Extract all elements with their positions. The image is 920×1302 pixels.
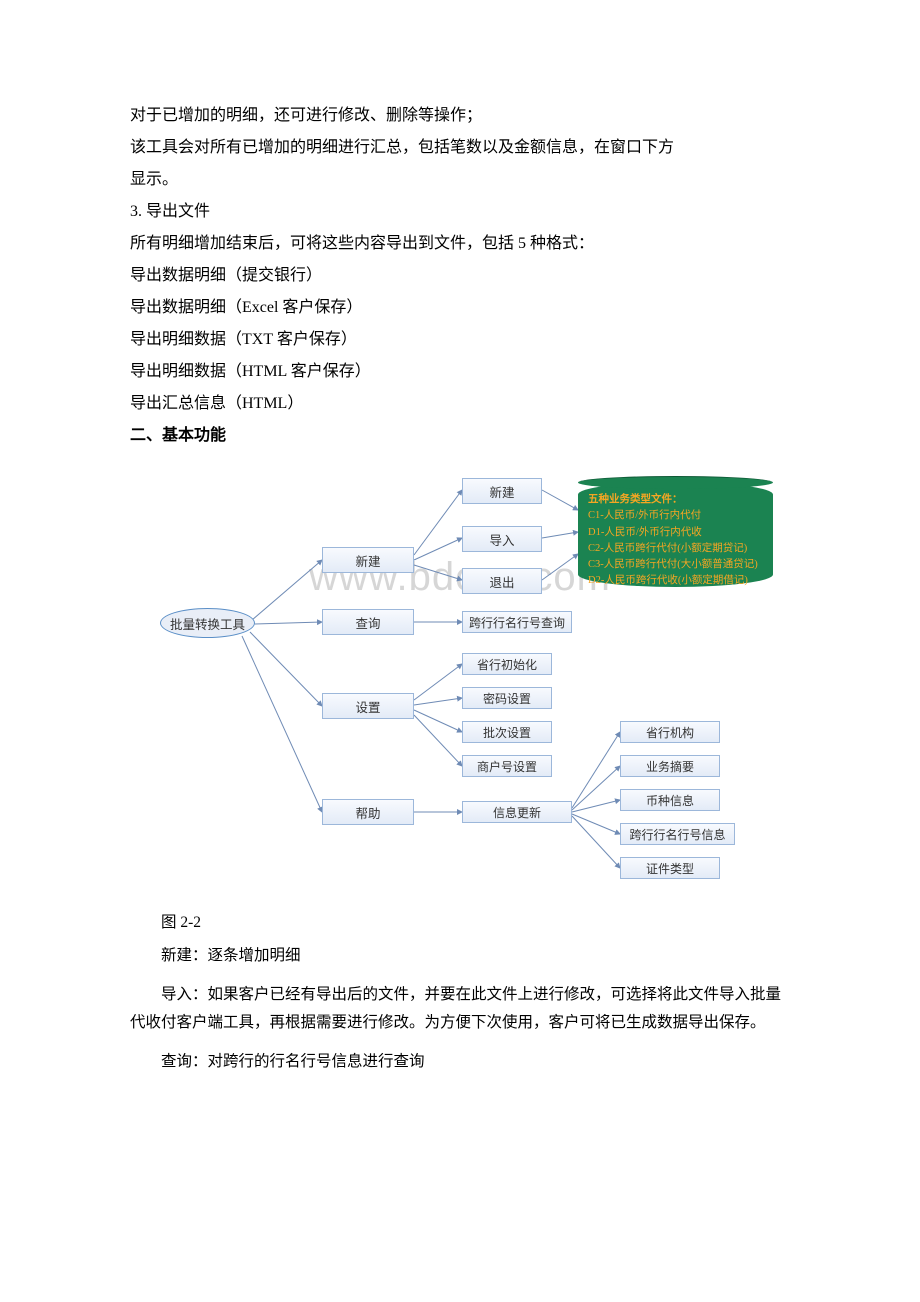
node-xinjian: 新建 — [322, 547, 414, 573]
node-new-tuichu: 退出 — [462, 568, 542, 594]
node-info-a: 省行机构 — [620, 721, 720, 743]
cyl-r2: D1-人民币/外币行内代收 — [588, 525, 763, 541]
figure-label: 图 2-2 — [130, 910, 790, 932]
para-xinjian: 新建：逐条增加明细 — [130, 942, 790, 971]
node-query-khxh: 跨行行名行号查询 — [462, 611, 572, 633]
cyl-r4: C3-人民币跨行代付(大小额普通贷记) — [588, 557, 763, 573]
line-10: 导出汇总信息（HTML） — [130, 388, 790, 420]
node-root: 批量转换工具 — [160, 608, 255, 638]
node-chaxun: 查询 — [322, 609, 414, 635]
cyl-r5: D2-人民币跨行代收(小额定期借记) — [588, 573, 763, 589]
para-chaxun: 查询：对跨行的行名行号信息进行查询 — [130, 1048, 790, 1077]
cylinder-filetypes: 五种业务类型文件： C1-人民币/外币行内代付 D1-人民币/外币行内代收 C2… — [578, 482, 773, 587]
line-3: 显示。 — [130, 164, 790, 196]
cyl-r3: C2-人民币跨行代付(小额定期贷记) — [588, 541, 763, 557]
line-5: 所有明细增加结束后，可将这些内容导出到文件，包括 5 种格式： — [130, 228, 790, 260]
line-6: 导出数据明细（提交银行） — [130, 260, 790, 292]
cyl-r1: C1-人民币/外币行内代付 — [588, 508, 763, 524]
node-set-pwd: 密码设置 — [462, 687, 552, 709]
node-shezhi: 设置 — [322, 693, 414, 719]
line-7: 导出数据明细（Excel 客户保存） — [130, 292, 790, 324]
text-block: 对于已增加的明细，还可进行修改、删除等操作； 该工具会对所有已增加的明细进行汇总… — [130, 100, 790, 452]
cyl-title: 五种业务类型文件： — [588, 492, 763, 508]
node-set-init: 省行初始化 — [462, 653, 552, 675]
line-1: 对于已增加的明细，还可进行修改、删除等操作； — [130, 100, 790, 132]
line-9: 导出明细数据（HTML 客户保存） — [130, 356, 790, 388]
node-new-daoru: 导入 — [462, 526, 542, 552]
line-4: 3. 导出文件 — [130, 196, 790, 228]
node-info-e: 证件类型 — [620, 857, 720, 879]
node-set-info: 信息更新 — [462, 801, 572, 823]
node-set-batch: 批次设置 — [462, 721, 552, 743]
node-info-b: 业务摘要 — [620, 755, 720, 777]
para-daoru: 导入：如果客户已经有导出后的文件，并要在此文件上进行修改，可选择将此文件导入批量… — [130, 981, 790, 1038]
line-8: 导出明细数据（TXT 客户保存） — [130, 324, 790, 356]
bottom-text-block: 图 2-2 新建：逐条增加明细 导入：如果客户已经有导出后的文件，并要在此文件上… — [130, 910, 790, 1077]
line-2: 该工具会对所有已增加的明细进行汇总，包括笔数以及金额信息，在窗口下方 — [130, 132, 790, 164]
node-set-merchant: 商户号设置 — [462, 755, 552, 777]
flowchart-diagram: www.bdocx.com — [130, 460, 790, 900]
node-info-d: 跨行行名行号信息 — [620, 823, 735, 845]
node-info-c: 币种信息 — [620, 789, 720, 811]
node-new-xinjian: 新建 — [462, 478, 542, 504]
node-bangzhu: 帮助 — [322, 799, 414, 825]
section-heading: 二、基本功能 — [130, 420, 790, 452]
